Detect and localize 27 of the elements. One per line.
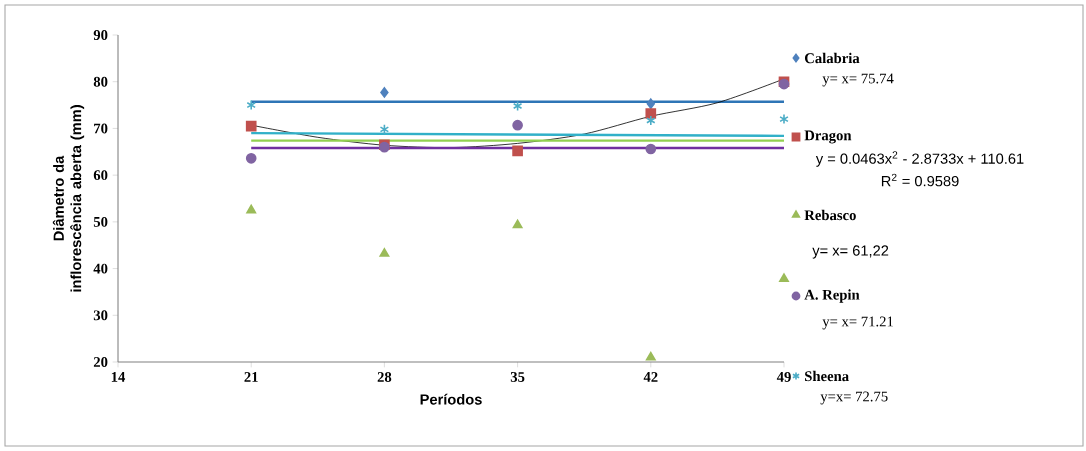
y-tick-label: 70 xyxy=(94,123,108,134)
x-tick-label: 28 xyxy=(377,372,392,382)
text: y= x= 61,22 xyxy=(812,245,889,259)
legend-label: Calabria xyxy=(804,52,860,64)
y-tick-label: 20 xyxy=(93,357,108,367)
legend-label: Dragon xyxy=(804,130,852,144)
y-tick-label: 80 xyxy=(93,76,108,87)
legend-label: A. Repin xyxy=(804,289,860,303)
x-tick-label: 35 xyxy=(510,372,525,382)
text: y= x= 75.74 xyxy=(822,73,894,87)
x-tick-label: 49 xyxy=(776,372,791,382)
legend-label: Rebasco xyxy=(804,209,856,221)
text: y= x= 71.21 xyxy=(822,316,893,330)
x-axis-title: Períodos xyxy=(420,393,482,405)
x-tick-label: 14 xyxy=(111,372,126,382)
y-tick-label: 30 xyxy=(93,310,108,321)
y-tick-label: 50 xyxy=(93,216,108,227)
x-tick-label: 42 xyxy=(643,372,658,382)
text: R$^{2}$ = 0.9589 xyxy=(881,173,959,187)
y-tick-label: 60 xyxy=(93,170,108,181)
legend-label: Sheena xyxy=(805,370,849,382)
y-tick-label: 40 xyxy=(93,263,108,274)
text: y=x= 72.75 xyxy=(820,391,888,405)
text: y = 0.0463x$^{2}$ - 2.8733x + 110.61 xyxy=(815,151,1024,167)
y-tick-label: 90 xyxy=(93,30,108,40)
y-axis-title: Diâmetro da inflorescência aberta (mm) xyxy=(52,105,85,292)
x-tick-label: 21 xyxy=(244,372,258,382)
